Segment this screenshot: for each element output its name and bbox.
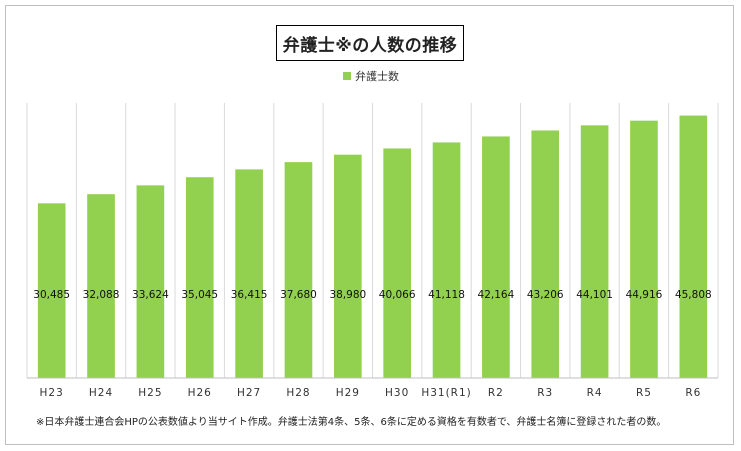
data-label: 30,485 bbox=[33, 289, 70, 301]
data-label: 36,415 bbox=[231, 289, 268, 301]
legend-swatch bbox=[343, 72, 351, 80]
bar bbox=[630, 120, 658, 378]
category-label: H29 bbox=[336, 387, 360, 399]
data-label: 35,045 bbox=[181, 289, 218, 301]
data-label: 41,118 bbox=[428, 289, 465, 301]
data-label: 45,808 bbox=[675, 289, 712, 301]
category-label: R2 bbox=[488, 387, 504, 399]
data-label: 37,680 bbox=[280, 289, 317, 301]
data-label: 33,624 bbox=[132, 289, 169, 301]
category-label: R3 bbox=[537, 387, 553, 399]
bar bbox=[679, 115, 708, 378]
legend-label: 弁護士数 bbox=[355, 70, 399, 83]
bar bbox=[185, 177, 214, 378]
bar bbox=[87, 194, 115, 378]
bar bbox=[432, 142, 461, 378]
bar bbox=[235, 169, 263, 378]
data-label: 40,066 bbox=[379, 289, 416, 301]
data-label: 38,980 bbox=[329, 289, 366, 301]
chart-legend: 弁護士数 bbox=[343, 68, 399, 84]
category-label: R4 bbox=[587, 387, 603, 399]
data-label: 44,101 bbox=[576, 289, 613, 301]
chart-frame bbox=[5, 5, 734, 445]
category-label: H30 bbox=[385, 387, 409, 399]
bar bbox=[136, 185, 165, 378]
category-label: H31(R1) bbox=[421, 387, 471, 399]
category-label: H24 bbox=[89, 387, 113, 399]
chart-title: 弁護士※の人数の推移 bbox=[276, 25, 464, 61]
category-label: R6 bbox=[685, 387, 701, 399]
category-label: H26 bbox=[188, 387, 212, 399]
data-label: 43,206 bbox=[527, 289, 564, 301]
bar bbox=[37, 203, 66, 378]
category-label: H27 bbox=[237, 387, 261, 399]
category-label: H23 bbox=[40, 387, 64, 399]
data-label: 32,088 bbox=[83, 289, 120, 301]
category-label: R5 bbox=[636, 387, 652, 399]
bar bbox=[580, 125, 609, 379]
bar bbox=[531, 130, 560, 378]
data-label: 42,164 bbox=[478, 289, 515, 301]
bar bbox=[284, 162, 313, 378]
footnote: ※日本弁護士連合会HPの公表数値より当サイト作成。弁護士法第4条、5条、6条に定… bbox=[36, 417, 667, 428]
bar bbox=[334, 154, 362, 378]
category-label: H25 bbox=[138, 387, 162, 399]
data-label: 44,916 bbox=[626, 289, 663, 301]
category-label: H28 bbox=[286, 387, 310, 399]
bar bbox=[482, 136, 510, 378]
bar bbox=[383, 148, 411, 378]
